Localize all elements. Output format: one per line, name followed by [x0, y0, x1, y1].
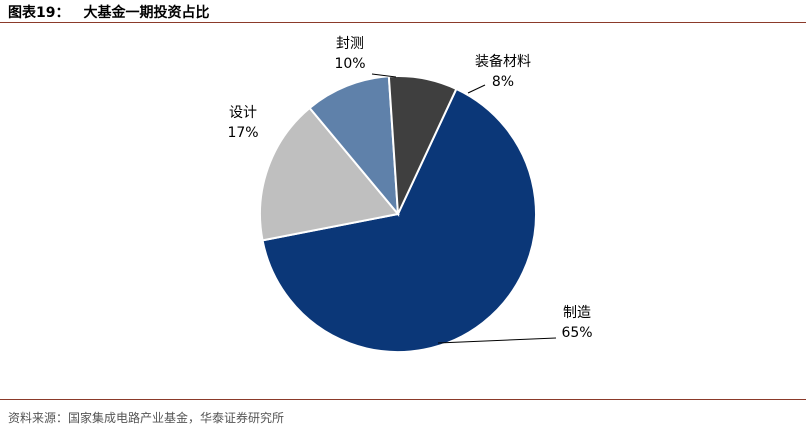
pie-slice-2: [259, 106, 400, 242]
slice-name-label-2: 设计: [229, 105, 257, 121]
slice-percent-label-3: 10%: [334, 56, 365, 72]
leader-line-4: [467, 84, 486, 94]
chart-title: 大基金一期投资占比: [83, 5, 210, 21]
source-note: 资料来源：国家集成电路产业基金，华泰证券研究所: [8, 411, 285, 425]
slice-percent-label-1: 65%: [561, 325, 592, 341]
leader-line-3: [371, 73, 397, 78]
figure-title: 图表19： 大基金一期投资占比: [8, 2, 209, 22]
slice-name-label-3: 封测: [336, 36, 364, 52]
figure-header: 图表19： 大基金一期投资占比: [0, 0, 806, 22]
leader-line-1: [437, 337, 557, 344]
figure-number: 图表19：: [8, 5, 70, 21]
slice-name-label-4: 装备材料: [475, 53, 531, 70]
pie-slice-1: [261, 87, 537, 353]
header-rule: [0, 22, 806, 23]
slice-name-label-1: 制造: [563, 305, 591, 321]
slice-percent-label-2: 17%: [227, 125, 258, 141]
footer-rule: [0, 399, 806, 400]
slice-percent-label-4: 8%: [492, 74, 514, 90]
pie-slice-3: [308, 75, 400, 218]
